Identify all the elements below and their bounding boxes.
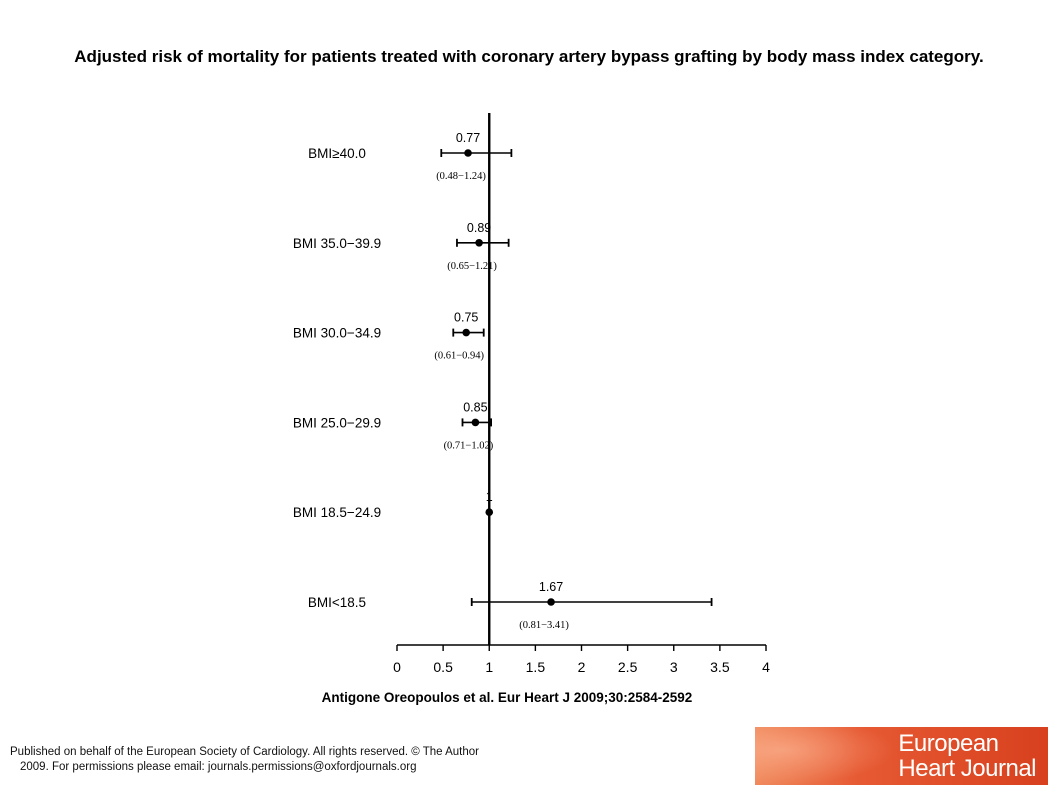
value-label: 0.85 [463, 400, 487, 414]
row-label: BMI≥40.0 [308, 146, 366, 161]
x-tick-label: 2.5 [618, 659, 638, 675]
forest-plot: 0 0.5 1 1.5 2 2.5 3 3.5 4 BMI≥40.0 0.77 (0.48−1.24)… [293, 113, 770, 675]
citation: Antigone Oreopoulos et al. Eur Heart J 2… [321, 690, 693, 705]
value-label: 0.89 [467, 221, 491, 235]
row-label: BMI<18.5 [308, 595, 366, 610]
point-estimate [485, 508, 494, 516]
point-estimate [464, 149, 472, 157]
x-tick-label: 1.5 [526, 659, 546, 675]
value-label: 0.75 [454, 311, 478, 325]
x-tick-label: 0 [393, 659, 401, 675]
point-estimate [471, 418, 480, 427]
row-label: BMI 18.5−24.9 [293, 505, 381, 520]
value-label: 0.77 [456, 131, 480, 145]
row-label: BMI 35.0−39.9 [293, 236, 381, 251]
ci-label: (0.71−1.02) [444, 440, 494, 451]
x-tick-label: 2 [578, 659, 586, 675]
x-tick-label: 0.5 [433, 659, 453, 675]
row-label: BMI 30.0−34.9 [293, 326, 381, 341]
x-tick-label: 4 [762, 659, 770, 675]
point-estimate [475, 239, 483, 247]
value-label: 1 [486, 490, 493, 504]
logo-line-1: European [898, 730, 999, 757]
copyright-line-1: Published on behalf of the European Soci… [10, 746, 479, 758]
ci-label: (0.65−1.21) [447, 261, 497, 272]
x-tick-label: 3 [670, 659, 678, 675]
slide-title: Adjusted risk of mortality for patients … [74, 47, 984, 66]
point-estimate [547, 598, 555, 606]
logo-text: European Heart Journal [898, 731, 1036, 781]
logo-line-2: Heart Journal [898, 755, 1036, 782]
row-label: BMI 25.0−29.9 [293, 415, 381, 430]
point-estimate [462, 328, 470, 337]
x-tick-label: 1 [485, 659, 493, 675]
ci-label: (0.81−3.41) [519, 620, 569, 631]
journal-logo: European Heart Journal [755, 727, 1048, 785]
copyright-footer: Published on behalf of the European Soci… [10, 745, 570, 775]
ci-label: (0.61−0.94) [434, 351, 484, 362]
ci-label: (0.48−1.24) [436, 171, 486, 182]
logo-heart-graphic [755, 727, 895, 785]
value-label: 1.67 [539, 580, 563, 594]
x-tick-label: 3.5 [710, 659, 730, 675]
copyright-line-2: 2009. For permissions please email: jour… [20, 761, 417, 773]
